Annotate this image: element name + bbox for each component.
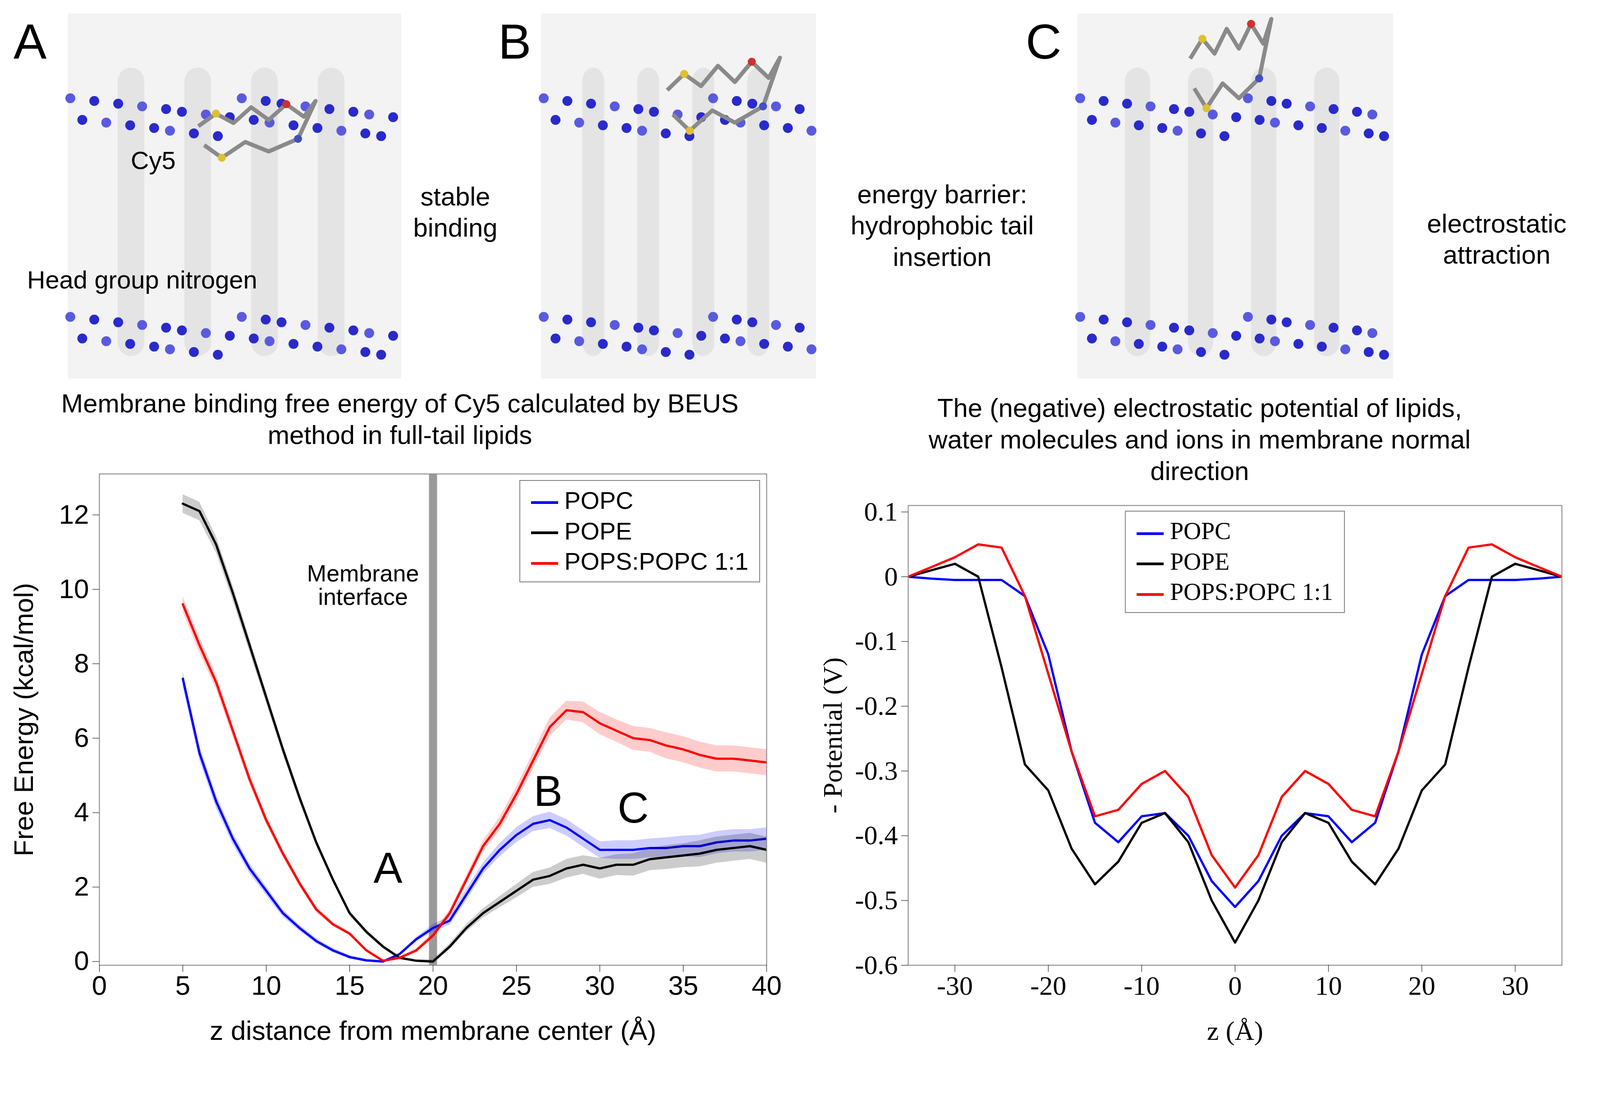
html-text:POPS:POPC 1:1: POPS:POPC 1:1 <box>1169 578 1334 606</box>
svg-text:0.1: 0.1 <box>864 496 899 527</box>
html-text:POPE: POPE <box>564 517 633 545</box>
svg-text:B: B <box>533 766 563 816</box>
svg-text:30: 30 <box>584 970 615 1001</box>
svg-text:-10: -10 <box>1123 971 1160 1001</box>
svg-text:- Potential (V): - Potential (V) <box>817 657 848 814</box>
html-text:The (negative) electrostatic p: The (negative) electrostatic potential o… <box>928 393 1471 486</box>
svg-text:Cy5: Cy5 <box>130 146 176 175</box>
svg-text:10: 10 <box>251 970 282 1001</box>
svg-text:Membraneinterface: Membraneinterface <box>307 560 420 610</box>
svg-text:z (Å): z (Å) <box>1206 1016 1264 1046</box>
svg-text:12: 12 <box>59 499 90 530</box>
svg-text:0: 0 <box>1228 971 1243 1001</box>
html-text:POPS:POPC 1:1: POPS:POPC 1:1 <box>564 547 749 575</box>
svg-text:0: 0 <box>884 561 899 592</box>
svg-text:20: 20 <box>1408 971 1436 1001</box>
svg-text:-0.1: -0.1 <box>855 626 899 657</box>
svg-text:15: 15 <box>334 970 365 1001</box>
svg-text:40: 40 <box>751 970 782 1001</box>
svg-text:4: 4 <box>73 797 89 828</box>
svg-text:8: 8 <box>73 648 89 679</box>
svg-text:0: 0 <box>73 946 89 977</box>
svg-text:5: 5 <box>175 970 191 1001</box>
svg-text:2: 2 <box>73 871 89 902</box>
svg-text:Head group nitrogen: Head group nitrogen <box>27 265 258 294</box>
svg-text:-0.3: -0.3 <box>855 756 899 786</box>
svg-text:energy barrier:hydrophobic tai: energy barrier:hydrophobic tailinsertion <box>850 179 1034 272</box>
svg-text:A: A <box>373 843 403 892</box>
svg-text:-0.6: -0.6 <box>855 950 899 981</box>
svg-text:C: C <box>617 783 649 833</box>
svg-text:A: A <box>13 13 47 69</box>
html-text:POPC: POPC <box>1169 517 1231 545</box>
svg-text:-0.4: -0.4 <box>855 820 899 851</box>
svg-text:10: 10 <box>1315 971 1343 1001</box>
svg-text:25: 25 <box>501 970 532 1001</box>
html-text:POPC: POPC <box>564 486 634 515</box>
svg-text:Free Energy (kcal/mol): Free Energy (kcal/mol) <box>8 582 39 857</box>
svg-text:z distance from membrane cente: z distance from membrane center (Å) <box>209 1015 656 1046</box>
svg-text:6: 6 <box>73 722 89 753</box>
svg-text:20: 20 <box>417 970 449 1001</box>
svg-text:stablebinding: stablebinding <box>412 181 498 243</box>
svg-text:-30: -30 <box>936 971 973 1001</box>
html-text:POPE: POPE <box>1169 548 1230 576</box>
svg-text:35: 35 <box>668 970 699 1001</box>
svg-text:-0.2: -0.2 <box>855 691 899 721</box>
svg-text:-20: -20 <box>1030 971 1067 1001</box>
svg-text:0: 0 <box>91 970 107 1001</box>
svg-text:10: 10 <box>59 573 90 605</box>
svg-text:30: 30 <box>1501 971 1529 1001</box>
svg-text:C: C <box>1025 13 1062 69</box>
svg-text:B: B <box>498 13 532 69</box>
svg-text:electrostaticattraction: electrostaticattraction <box>1426 208 1567 270</box>
svg-text:-0.5: -0.5 <box>855 885 899 916</box>
html-text:Membrane binding free energy o: Membrane binding free energy of Cy5 calc… <box>61 388 739 450</box>
